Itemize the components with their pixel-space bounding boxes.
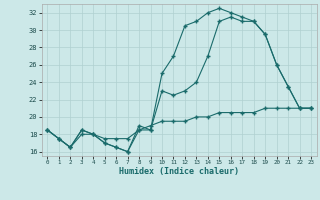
X-axis label: Humidex (Indice chaleur): Humidex (Indice chaleur) (119, 167, 239, 176)
